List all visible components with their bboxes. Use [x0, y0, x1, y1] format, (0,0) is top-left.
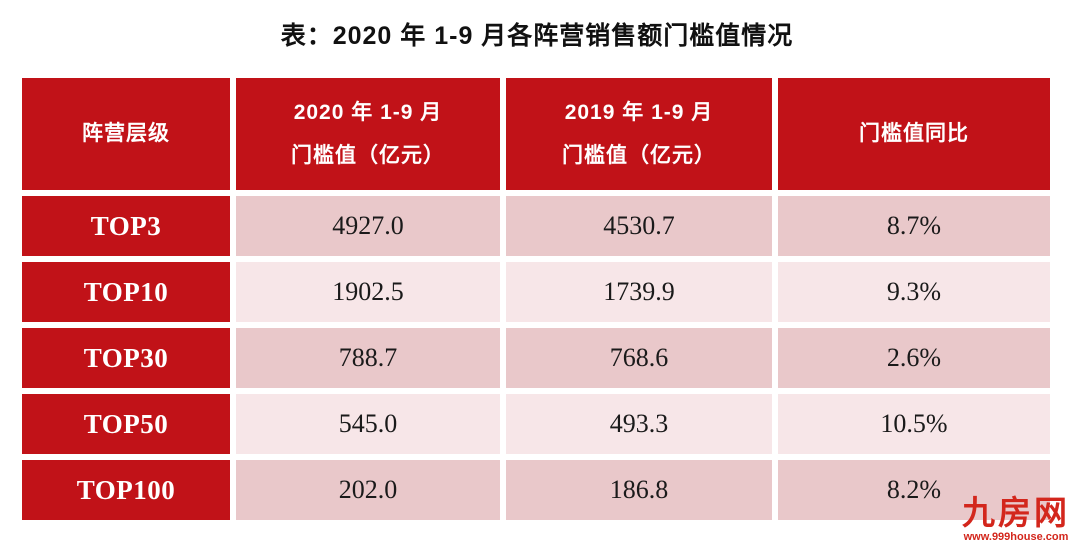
- cell-top30-2019: 768.6: [506, 328, 772, 388]
- cell-top10-yoy: 9.3%: [778, 262, 1050, 322]
- watermark: 九房网 www.999house.com: [962, 496, 1070, 543]
- cell-top100-yoy: 8.2%: [778, 460, 1050, 520]
- cell-top10-2019: 1739.9: [506, 262, 772, 322]
- cell-top3-yoy: 8.7%: [778, 196, 1050, 256]
- cell-top30-2020: 788.7: [236, 328, 500, 388]
- column-header-line1: 阵营层级: [82, 122, 170, 146]
- row-label-top30: TOP30: [22, 328, 230, 388]
- cell-top50-2020: 545.0: [236, 394, 500, 454]
- column-header-line2: 门槛值（亿元）: [562, 144, 716, 167]
- row-label-top100: TOP100: [22, 460, 230, 520]
- cell-top100-2020: 202.0: [236, 460, 500, 520]
- column-header-2020: 2020 年 1-9 月 门槛值（亿元）: [236, 78, 500, 190]
- page-title: 表：2020 年 1-9 月各阵营销售额门槛值情况: [280, 22, 794, 50]
- column-header-line1: 2019 年 1-9 月: [564, 100, 714, 124]
- column-header-line1: 门槛值同比: [859, 122, 969, 146]
- cell-top50-yoy: 10.5%: [778, 394, 1050, 454]
- site-logo: 九房网: [962, 494, 1070, 531]
- cell-top100-2019: 186.8: [506, 460, 772, 520]
- site-url: www.999house.com: [963, 531, 1069, 543]
- cell-top50-2019: 493.3: [506, 394, 772, 454]
- column-header-yoy: 门槛值同比: [778, 78, 1050, 190]
- column-header-line2: 门槛值（亿元）: [291, 144, 445, 167]
- column-header-tier: 阵营层级: [22, 78, 230, 190]
- cell-top10-2020: 1902.5: [236, 262, 500, 322]
- cell-top30-yoy: 2.6%: [778, 328, 1050, 388]
- threshold-table: 阵营层级 2020 年 1-9 月 门槛值（亿元） 2019 年 1-9 月 门…: [22, 78, 1050, 520]
- row-label-top10: TOP10: [22, 262, 230, 322]
- column-header-line1: 2020 年 1-9 月: [293, 100, 443, 124]
- column-header-2019: 2019 年 1-9 月 门槛值（亿元）: [506, 78, 772, 190]
- cell-top3-2019: 4530.7: [506, 196, 772, 256]
- row-label-top50: TOP50: [22, 394, 230, 454]
- cell-top3-2020: 4927.0: [236, 196, 500, 256]
- row-label-top3: TOP3: [22, 196, 230, 256]
